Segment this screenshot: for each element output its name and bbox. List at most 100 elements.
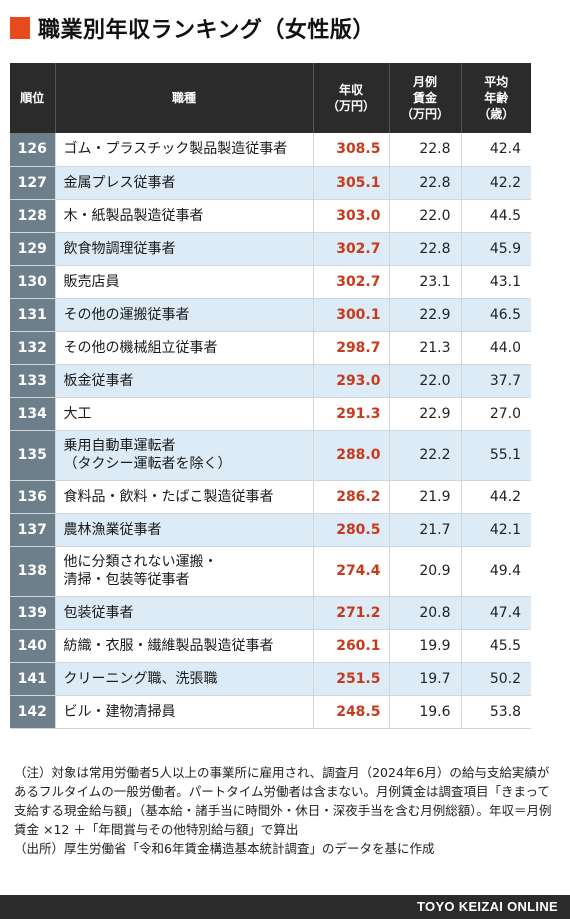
- age-cell: 45.9: [461, 232, 531, 266]
- job-cell: ビル・建物清掃員: [55, 695, 314, 729]
- income-cell: 291.3: [313, 397, 390, 431]
- wage-cell: 21.3: [389, 331, 462, 365]
- table-row: 131 その他の運搬従事者 300.1 22.9 46.5: [10, 298, 531, 332]
- rank-cell: 133: [10, 364, 56, 398]
- table-header-row: 順位 職種 年収 （万円） 月例 賃金 （万円） 平均 年齢 （歳）: [10, 63, 531, 133]
- rank-cell: 142: [10, 695, 56, 729]
- header-income: 年収 （万円）: [313, 63, 390, 133]
- rank-cell: 134: [10, 397, 56, 431]
- rank-cell: 137: [10, 513, 56, 547]
- rank-cell: 130: [10, 265, 56, 299]
- job-name-line: 木・紙製品製造従事者: [63, 207, 204, 224]
- job-name-line: その他の機械組立従事者: [63, 339, 218, 356]
- rank-cell: 140: [10, 629, 56, 663]
- wage-cell: 22.2: [389, 430, 462, 481]
- job-cell: 金属プレス従事者: [55, 166, 314, 200]
- income-cell: 274.4: [313, 546, 390, 597]
- wage-cell: 22.9: [389, 298, 462, 332]
- job-cell: 飲食物調理従事者: [55, 232, 314, 266]
- header-wage-line: 月例: [412, 75, 437, 89]
- job-name-line: 金属プレス従事者: [63, 174, 176, 191]
- job-name-line: 食料品・飲料・たばこ製造従事者: [63, 488, 274, 505]
- age-cell: 46.5: [461, 298, 531, 332]
- job-name-line: クリーニング職、洗張職: [63, 670, 218, 687]
- job-name-line: 紡織・衣服・繊維製品製造従事者: [63, 637, 274, 654]
- job-name-line: 包装従事者: [63, 604, 134, 621]
- header-age-line: 年齢: [484, 91, 509, 105]
- age-cell: 49.4: [461, 546, 531, 597]
- page-title: 職業別年収ランキング（女性版）: [38, 18, 375, 43]
- footnote: （注）対象は常用労働者5人以上の事業所に雇用され、調査月（2024年6月）の給与…: [14, 763, 559, 858]
- job-name-line: 板金従事者: [63, 372, 134, 389]
- income-cell: 288.0: [313, 430, 390, 481]
- rank-cell: 138: [10, 546, 56, 597]
- table-row: 134 大工 291.3 22.9 27.0: [10, 397, 531, 431]
- wage-cell: 22.0: [389, 199, 462, 233]
- job-name-line: 農林漁業従事者: [63, 521, 162, 538]
- age-cell: 42.2: [461, 166, 531, 200]
- table-row: 127 金属プレス従事者 305.1 22.8 42.2: [10, 166, 531, 200]
- job-cell: 農林漁業従事者: [55, 513, 314, 547]
- title-bar: 職業別年収ランキング（女性版）: [10, 10, 375, 46]
- job-name-line: 飲食物調理従事者: [63, 240, 176, 257]
- age-cell: 50.2: [461, 662, 531, 696]
- rank-cell: 126: [10, 133, 56, 167]
- job-cell: 包装従事者: [55, 596, 314, 630]
- wage-cell: 22.0: [389, 364, 462, 398]
- publisher-footer: TOYO KEIZAI ONLINE: [0, 895, 570, 919]
- job-name-line: 清掃・包装等従事者: [63, 572, 190, 588]
- age-cell: 37.7: [461, 364, 531, 398]
- job-name-line: その他の運搬従事者: [63, 306, 190, 323]
- job-cell: その他の機械組立従事者: [55, 331, 314, 365]
- rank-cell: 129: [10, 232, 56, 266]
- table-row: 138 他に分類されない運搬・ 清掃・包装等従事者 274.4 20.9 49.4: [10, 546, 531, 597]
- income-cell: 302.7: [313, 265, 390, 299]
- job-name-line: 販売店員: [63, 273, 120, 290]
- age-cell: 53.8: [461, 695, 531, 729]
- wage-cell: 20.9: [389, 546, 462, 597]
- income-cell: 271.2: [313, 596, 390, 630]
- job-cell: 販売店員: [55, 265, 314, 299]
- income-cell: 280.5: [313, 513, 390, 547]
- table-row: 132 その他の機械組立従事者 298.7 21.3 44.0: [10, 331, 531, 365]
- income-cell: 303.0: [313, 199, 390, 233]
- job-cell: 乗用自動車運転者 （タクシー運転者を除く）: [55, 430, 314, 481]
- income-cell: 251.5: [313, 662, 390, 696]
- age-cell: 42.4: [461, 133, 531, 167]
- title-accent-square: [10, 17, 30, 39]
- header-age: 平均 年齢 （歳）: [461, 63, 531, 133]
- age-cell: 27.0: [461, 397, 531, 431]
- rank-cell: 131: [10, 298, 56, 332]
- table-row: 129 飲食物調理従事者 302.7 22.8 45.9: [10, 232, 531, 266]
- job-name-line: 他に分類されない運搬・: [63, 554, 218, 570]
- header-age-unit: （歳）: [478, 107, 515, 121]
- wage-cell: 19.9: [389, 629, 462, 663]
- table-row: 133 板金従事者 293.0 22.0 37.7: [10, 364, 531, 398]
- wage-cell: 22.9: [389, 397, 462, 431]
- job-name-line: ゴム・プラスチック製品製造従事者: [63, 141, 288, 158]
- job-cell: 食料品・飲料・たばこ製造従事者: [55, 480, 314, 514]
- job-name-line: ビル・建物清掃員: [63, 703, 176, 720]
- table-row: 142 ビル・建物清掃員 248.5 19.6 53.8: [10, 695, 531, 729]
- wage-cell: 20.8: [389, 596, 462, 630]
- rank-cell: 141: [10, 662, 56, 696]
- income-cell: 260.1: [313, 629, 390, 663]
- rank-cell: 139: [10, 596, 56, 630]
- header-job: 職種: [55, 63, 314, 133]
- table-row: 136 食料品・飲料・たばこ製造従事者 286.2 21.9 44.2: [10, 480, 531, 514]
- table-row: 139 包装従事者 271.2 20.8 47.4: [10, 596, 531, 630]
- header-rank: 順位: [10, 63, 56, 133]
- header-wage-unit: （万円）: [400, 107, 449, 121]
- ranking-table: 順位 職種 年収 （万円） 月例 賃金 （万円） 平均 年齢 （歳） 126 ゴム…: [10, 63, 531, 729]
- header-income-unit: （万円）: [326, 99, 375, 113]
- table-row: 135 乗用自動車運転者 （タクシー運転者を除く） 288.0 22.2 55.1: [10, 430, 531, 481]
- footnote-source: （出所）厚生労働省「令和6年賃金構造基本統計調査」のデータを基に作成: [14, 841, 435, 856]
- income-cell: 293.0: [313, 364, 390, 398]
- job-cell: ゴム・プラスチック製品製造従事者: [55, 133, 314, 167]
- header-income-line: 年収: [338, 83, 363, 97]
- income-cell: 300.1: [313, 298, 390, 332]
- job-cell: 板金従事者: [55, 364, 314, 398]
- age-cell: 44.0: [461, 331, 531, 365]
- header-wage: 月例 賃金 （万円）: [389, 63, 462, 133]
- income-cell: 302.7: [313, 232, 390, 266]
